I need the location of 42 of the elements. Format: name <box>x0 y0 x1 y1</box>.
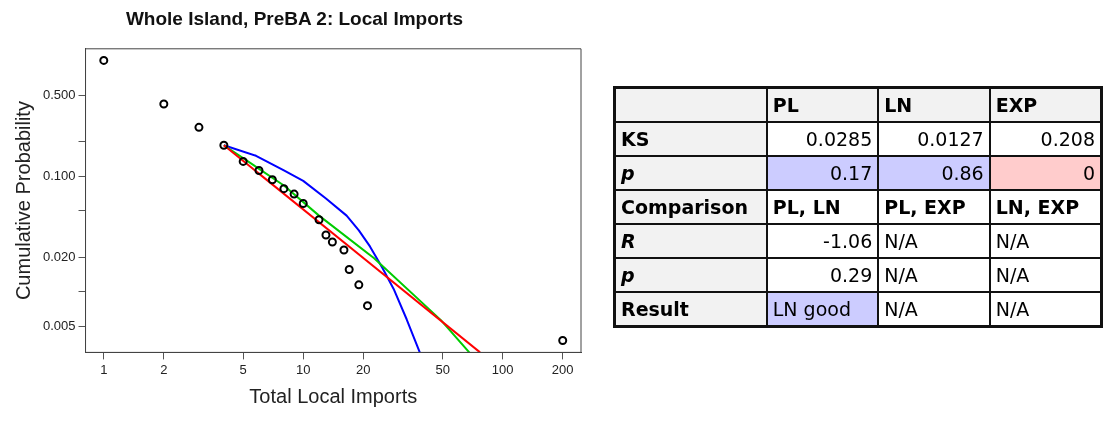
text: N/A <box>884 230 918 252</box>
y-tick-label: 0.500 <box>42 86 76 102</box>
text: PL, LN <box>772 196 841 218</box>
text: LN good <box>772 298 851 320</box>
x-tick-label: 5 <box>239 361 247 377</box>
y-tick-label: 0.005 <box>42 318 76 334</box>
text: 0.29 <box>829 264 873 286</box>
x-tick-label: 100 <box>491 361 514 377</box>
x-tick-label: 20 <box>356 361 371 377</box>
text: N/A <box>884 264 918 286</box>
text: -1.06 <box>823 230 873 252</box>
x-tick-label: 200 <box>551 361 574 377</box>
text: 0.86 <box>941 162 984 184</box>
category-label: PL <box>766 87 879 122</box>
y-axis-title: Cumulative Probability <box>11 101 34 301</box>
text: 0.208 <box>1040 128 1095 150</box>
text: N/A <box>884 298 918 320</box>
category-label: p <box>621 264 635 286</box>
text: 0.0285 <box>805 128 873 150</box>
text: 0.17 <box>829 162 873 184</box>
category-label: R <box>621 230 636 252</box>
text: N/A <box>995 264 1030 286</box>
x-tick-label: 1 <box>100 361 108 377</box>
x-tick-label: 2 <box>160 361 168 377</box>
text: PL, EXP <box>884 196 966 218</box>
chart-title: Whole Island, PreBA 2: Local Imports <box>125 7 464 29</box>
y-tick-label: 0.020 <box>42 248 76 264</box>
text: N/A <box>995 298 1030 320</box>
x-tick-label: 10 <box>296 361 311 377</box>
category-label: KS <box>621 128 650 150</box>
category-label: p <box>621 162 635 184</box>
text: 0 <box>1082 162 1095 184</box>
x-tick-label: 50 <box>435 361 450 377</box>
category-label: Result <box>621 298 689 320</box>
y-tick-label: 0.100 <box>42 167 76 183</box>
text: 0.0127 <box>917 128 984 150</box>
text: N/A <box>995 230 1030 252</box>
x-axis-title: Total Local Imports <box>249 384 418 407</box>
text: LN, EXP <box>995 196 1080 218</box>
category-label: LN <box>878 87 990 122</box>
category-label: Comparison <box>621 196 748 218</box>
category-label: EXP <box>989 87 1102 122</box>
